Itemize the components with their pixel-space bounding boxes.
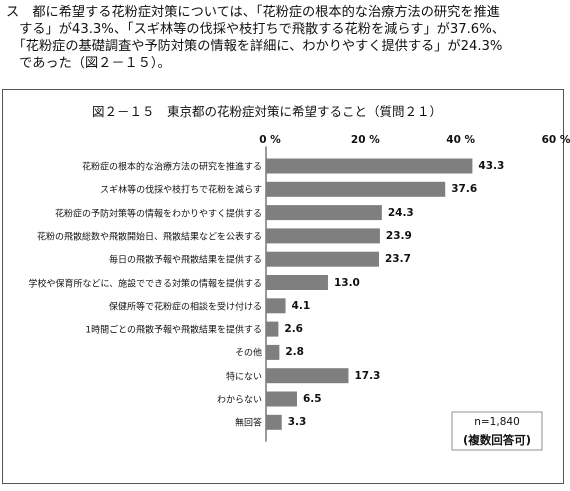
value-label: 4.1 xyxy=(291,299,311,312)
bar xyxy=(266,228,380,244)
value-label: 23.9 xyxy=(385,229,412,242)
bar xyxy=(266,391,297,407)
bar xyxy=(266,368,349,384)
category-label: 花粉の飛散総数や飛散開始日、飛散結果などを公表する xyxy=(36,232,262,243)
x-tick-label: 60 % xyxy=(541,134,570,146)
value-label: 37.6 xyxy=(451,183,478,196)
chart-title: 図２－１５ 東京都の花粉症対策に希望すること（質問２１） xyxy=(92,104,443,119)
multiple-answer-note: (複数回答可) xyxy=(462,433,531,447)
category-label: その他 xyxy=(234,348,262,359)
category-label: 花粉症の予防対策等の情報をわかりやすく提供する xyxy=(54,209,262,220)
value-label: 6.5 xyxy=(302,393,322,405)
intro-line: する」が43.3%、「スギ林等の伐採や枝打ちで飛散する花粉を減らす」が37.6%… xyxy=(6,22,505,37)
bar xyxy=(266,158,473,174)
value-label: 23.7 xyxy=(384,253,411,266)
intro-line: 「花粉症の基礎調査や予防対策の情報を詳細に、わかりやすく提供する」が24.3% xyxy=(6,39,503,54)
category-label: 花粉症の根本的な治療方法の研究を推進する xyxy=(81,162,262,173)
bar xyxy=(266,275,328,290)
value-label: 13.0 xyxy=(333,276,360,289)
value-label: 17.3 xyxy=(354,369,381,382)
value-label: 24.3 xyxy=(387,206,414,219)
value-label: 2.8 xyxy=(285,346,304,359)
intro-paragraph: ス 都に希望する花粉症対策については、「花粉症の根本的な治療方法の研究を推進 す… xyxy=(6,4,564,72)
bar xyxy=(266,414,282,430)
category-label: 1時間ごとの飛散予報や飛散結果を提供する xyxy=(85,325,262,336)
bar xyxy=(266,251,379,267)
x-tick-label: 0 % xyxy=(259,134,281,146)
bar xyxy=(266,298,286,314)
x-tick-label: 20 % xyxy=(350,134,380,146)
value-label: 2.6 xyxy=(284,323,303,336)
note-box xyxy=(451,411,543,451)
figure-frame xyxy=(2,89,564,484)
intro-line: であった（図２－１５）。 xyxy=(6,56,171,71)
category-label: スギ林等の伐採や枝打ちで花粉を減らす xyxy=(100,185,262,196)
value-label: 3.3 xyxy=(287,416,307,429)
category-label: わからない xyxy=(216,395,262,406)
category-label: 保健所等で花粉症の相談を受け付ける xyxy=(108,302,262,313)
category-label: 特にない xyxy=(225,372,262,383)
x-tick-label: 40 % xyxy=(446,134,476,146)
bar xyxy=(266,181,446,197)
value-label: 43.3 xyxy=(478,160,505,172)
bar xyxy=(266,321,279,337)
category-label: 学校や保育所などに、施設でできる対策の情報を提供する xyxy=(28,279,262,289)
bar xyxy=(266,205,382,221)
category-label: 毎日の飛散予報や飛散結果を提供する xyxy=(108,255,262,266)
sample-size-note: n=1,840 xyxy=(474,416,520,428)
category-label: 無回答 xyxy=(234,418,262,429)
bar xyxy=(266,344,280,360)
intro-line: ス 都に希望する花粉症対策については、「花粉症の根本的な治療方法の研究を推進 xyxy=(6,5,500,20)
